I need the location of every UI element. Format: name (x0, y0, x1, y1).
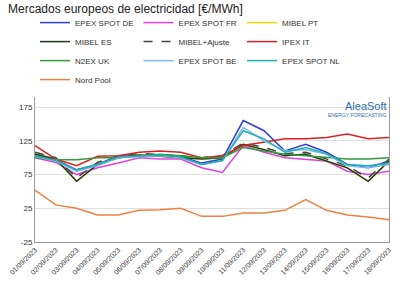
svg-text:EPEX SPOT DE: EPEX SPOT DE (75, 19, 134, 28)
svg-text:25: 25 (23, 204, 32, 213)
svg-text:05/09/2023: 05/09/2023 (92, 246, 122, 276)
svg-text:Mercados europeos de electrici: Mercados europeos de electricidad [€/MWh… (8, 2, 243, 16)
svg-text:01/09/2023: 01/09/2023 (8, 246, 38, 276)
svg-text:18/09/2023: 18/09/2023 (362, 246, 392, 276)
svg-text:EPEX SPOT NL: EPEX SPOT NL (282, 57, 340, 66)
svg-text:MIBEL+Ajuste: MIBEL+Ajuste (179, 38, 230, 47)
svg-text:03/09/2023: 03/09/2023 (50, 246, 80, 276)
svg-text:Nord Pool: Nord Pool (75, 76, 111, 85)
svg-text:125: 125 (19, 137, 33, 146)
svg-text:13/09/2023: 13/09/2023 (258, 246, 288, 276)
svg-text:15/09/2023: 15/09/2023 (300, 246, 330, 276)
svg-text:16/09/2023: 16/09/2023 (321, 246, 351, 276)
svg-text:04/09/2023: 04/09/2023 (71, 246, 101, 276)
svg-text:14/09/2023: 14/09/2023 (279, 246, 309, 276)
svg-text:EPEX SPOT BE: EPEX SPOT BE (179, 57, 237, 66)
svg-text:EPEX SPOT FR: EPEX SPOT FR (179, 19, 237, 28)
svg-text:-25: -25 (21, 238, 33, 247)
svg-text:17/09/2023: 17/09/2023 (342, 246, 372, 276)
svg-text:N2EX UK: N2EX UK (75, 57, 110, 66)
svg-text:11/09/2023: 11/09/2023 (217, 246, 246, 275)
svg-text:MIBEL PT: MIBEL PT (282, 19, 318, 28)
svg-text:02/09/2023: 02/09/2023 (29, 246, 59, 276)
svg-text:12/09/2023: 12/09/2023 (238, 246, 268, 276)
svg-text:MIBEL ES: MIBEL ES (75, 38, 112, 47)
svg-text:09/09/2023: 09/09/2023 (175, 246, 205, 276)
svg-text:10/09/2023: 10/09/2023 (196, 246, 226, 276)
svg-text:75: 75 (23, 170, 32, 179)
svg-text:ENERGY FORECASTING: ENERGY FORECASTING (328, 112, 387, 118)
svg-text:06/09/2023: 06/09/2023 (113, 246, 143, 276)
svg-text:IPEX IT: IPEX IT (282, 38, 310, 47)
svg-text:07/09/2023: 07/09/2023 (133, 246, 163, 276)
svg-text:08/09/2023: 08/09/2023 (154, 246, 184, 276)
svg-text:175: 175 (19, 103, 33, 112)
svg-text:AleaSoft: AleaSoft (345, 100, 387, 112)
